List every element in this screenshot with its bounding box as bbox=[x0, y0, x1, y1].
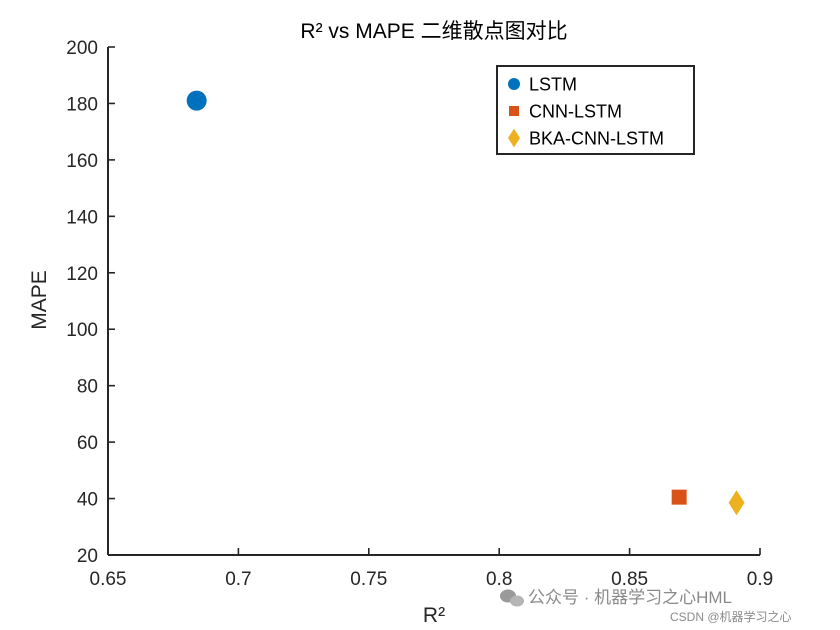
x-tick-label: 0.9 bbox=[747, 569, 773, 590]
legend: LSTM CNN-LSTM BKA-CNN-LSTM bbox=[496, 65, 695, 155]
chart-title: R² vs MAPE 二维散点图对比 bbox=[300, 20, 567, 43]
legend-marker-square bbox=[509, 106, 519, 116]
y-tick-label: 40 bbox=[77, 490, 98, 511]
legend-label: CNN-LSTM bbox=[529, 102, 622, 122]
x-tick-label: 0.75 bbox=[350, 569, 387, 590]
legend-label: BKA-CNN-LSTM bbox=[529, 129, 664, 149]
data-markers bbox=[186, 90, 745, 516]
y-axis-ticks: 20 40 60 80 100 120 140 160 180 200 bbox=[66, 38, 115, 567]
y-tick-label: 160 bbox=[66, 151, 98, 172]
y-tick-label: 20 bbox=[77, 546, 98, 567]
y-tick-label: 120 bbox=[66, 264, 98, 285]
data-point-circle bbox=[186, 90, 207, 111]
x-tick-label: 0.7 bbox=[225, 569, 251, 590]
y-axis-title: MAPE bbox=[28, 270, 51, 330]
y-tick-label: 100 bbox=[66, 320, 98, 341]
watermark-text-primary: 公众号 · 机器学习之心HML bbox=[528, 588, 732, 607]
y-tick-label: 80 bbox=[77, 377, 98, 398]
watermark: 公众号 · 机器学习之心HML CSDN @机器学习之心 bbox=[500, 588, 792, 624]
x-tick-label: 0.85 bbox=[611, 569, 648, 590]
y-tick-label: 200 bbox=[66, 38, 98, 59]
watermark-text-secondary: CSDN @机器学习之心 bbox=[670, 609, 792, 624]
y-tick-label: 180 bbox=[66, 94, 98, 115]
y-tick-label: 60 bbox=[77, 433, 98, 454]
plot-area: 0.65 0.7 0.75 0.8 0.85 0.9 20 40 60 80 100 120 140 1… bbox=[66, 38, 773, 590]
legend-marker-circle bbox=[508, 78, 520, 90]
y-tick-label: 140 bbox=[66, 207, 98, 228]
x-axis-title: R² bbox=[423, 604, 445, 627]
legend-entries: LSTM CNN-LSTM BKA-CNN-LSTM bbox=[508, 75, 664, 149]
legend-box bbox=[496, 65, 695, 155]
x-tick-label: 0.65 bbox=[90, 569, 127, 590]
data-point-square bbox=[671, 489, 687, 505]
data-point-diamond bbox=[728, 490, 745, 516]
x-axis-ticks: 0.65 0.7 0.75 0.8 0.85 0.9 bbox=[90, 548, 773, 590]
x-tick-label: 0.8 bbox=[486, 569, 512, 590]
legend-marker-diamond bbox=[508, 128, 520, 148]
legend-label: LSTM bbox=[529, 75, 577, 95]
wechat-icon bbox=[500, 589, 524, 607]
